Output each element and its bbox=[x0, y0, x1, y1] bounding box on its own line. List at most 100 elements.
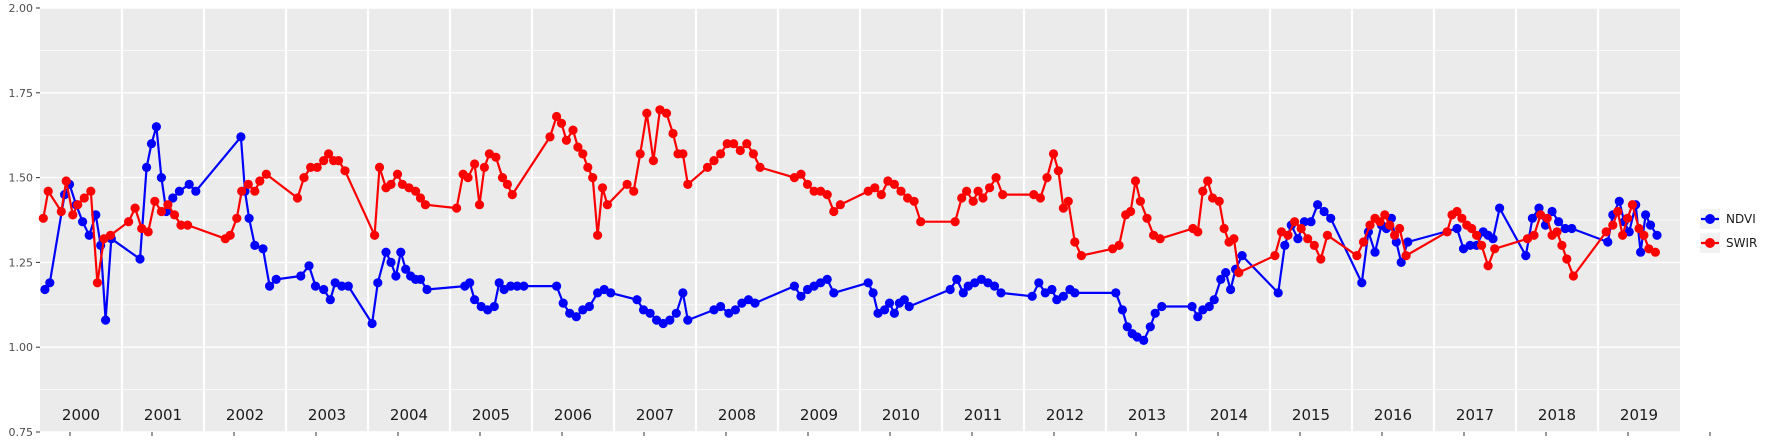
data-point-ndvi bbox=[78, 217, 88, 227]
data-point-ndvi bbox=[391, 271, 401, 281]
data-point-ndvi bbox=[506, 281, 516, 291]
year-label: 2014 bbox=[1210, 406, 1248, 424]
data-point-swir bbox=[1557, 240, 1567, 250]
data-point-swir bbox=[1442, 227, 1452, 237]
data-point-swir bbox=[583, 162, 593, 172]
data-point-ndvi bbox=[1636, 247, 1646, 257]
series-layer bbox=[38, 105, 1662, 345]
data-point-swir bbox=[237, 186, 247, 196]
data-point-swir bbox=[1322, 230, 1332, 240]
data-point-swir bbox=[1042, 173, 1052, 183]
data-point-ndvi bbox=[1403, 237, 1413, 247]
data-point-swir bbox=[742, 139, 752, 149]
data-point-ndvi bbox=[296, 271, 306, 281]
data-point-ndvi bbox=[1554, 217, 1564, 227]
y-axis: 0.75 1.00 1.25 1.50 1.75 2.00 bbox=[9, 2, 40, 439]
data-point-swir bbox=[622, 179, 632, 189]
data-point-swir bbox=[796, 169, 806, 179]
data-point-ndvi bbox=[1614, 196, 1624, 206]
year-label: 2000 bbox=[62, 406, 100, 424]
year-label: 2011 bbox=[964, 406, 1002, 424]
data-point-ndvi bbox=[1193, 312, 1203, 322]
data-point-swir bbox=[1477, 240, 1487, 250]
data-point-ndvi bbox=[401, 264, 411, 274]
data-point-ndvi bbox=[1070, 288, 1080, 298]
data-point-swir bbox=[324, 149, 334, 159]
year-label: 2007 bbox=[636, 406, 674, 424]
year-label: 2018 bbox=[1538, 406, 1576, 424]
data-point-ndvi bbox=[1547, 206, 1557, 217]
data-point-swir bbox=[232, 213, 242, 223]
data-point-swir bbox=[261, 169, 271, 179]
data-point-swir bbox=[61, 176, 71, 186]
data-point-ndvi bbox=[1139, 335, 1149, 345]
data-point-ndvi bbox=[310, 281, 321, 291]
data-point-swir bbox=[1070, 237, 1080, 247]
data-point-swir bbox=[183, 220, 193, 230]
data-point-swir bbox=[150, 196, 160, 206]
data-point-swir bbox=[92, 278, 102, 288]
data-point-ndvi bbox=[1521, 251, 1531, 261]
data-point-swir bbox=[556, 118, 567, 128]
data-point-swir bbox=[978, 193, 988, 203]
y-tick-label: 1.00 bbox=[9, 341, 34, 354]
data-point-swir bbox=[748, 149, 759, 159]
data-point-swir bbox=[1467, 223, 1477, 234]
data-point-ndvi bbox=[386, 257, 396, 267]
data-point-ndvi bbox=[319, 284, 329, 295]
data-point-swir bbox=[678, 149, 688, 159]
data-point-swir bbox=[829, 206, 839, 217]
data-point-ndvi bbox=[884, 298, 895, 308]
data-point-ndvi bbox=[1652, 230, 1662, 240]
data-point-swir bbox=[169, 210, 180, 220]
data-point-swir bbox=[386, 179, 396, 189]
year-label: 2009 bbox=[800, 406, 838, 424]
data-point-ndvi bbox=[1226, 284, 1236, 295]
data-point-swir bbox=[1142, 213, 1152, 223]
data-point-ndvi bbox=[101, 315, 111, 325]
data-point-swir bbox=[1627, 200, 1637, 210]
data-point-ndvi bbox=[84, 230, 94, 240]
data-point-ndvi bbox=[1645, 220, 1656, 230]
data-point-ndvi bbox=[1237, 251, 1247, 261]
data-point-swir bbox=[497, 173, 508, 183]
data-point-ndvi bbox=[1452, 223, 1462, 234]
year-label: 2019 bbox=[1620, 406, 1658, 424]
data-point-swir bbox=[552, 111, 562, 122]
data-point-ndvi bbox=[730, 305, 741, 315]
data-point-swir bbox=[491, 152, 501, 162]
data-point-swir bbox=[392, 169, 403, 179]
year-label: 2002 bbox=[226, 406, 264, 424]
data-point-ndvi bbox=[184, 179, 194, 189]
data-point-swir bbox=[642, 108, 652, 118]
y-tick-label: 0.75 bbox=[9, 426, 34, 439]
data-point-ndvi bbox=[304, 261, 314, 271]
data-point-swir bbox=[370, 230, 380, 240]
data-point-ndvi bbox=[381, 247, 391, 257]
data-point-ndvi bbox=[632, 295, 642, 305]
data-point-ndvi bbox=[796, 291, 806, 301]
data-point-swir bbox=[1457, 213, 1467, 223]
data-point-swir bbox=[299, 173, 309, 183]
data-point-ndvi bbox=[494, 278, 504, 288]
y-tick-label: 1.50 bbox=[9, 172, 34, 185]
data-point-swir bbox=[43, 186, 53, 196]
series-swir bbox=[38, 105, 1660, 288]
data-point-swir bbox=[870, 183, 880, 193]
data-point-swir bbox=[822, 190, 832, 200]
data-point-swir bbox=[1562, 254, 1572, 264]
data-point-swir bbox=[573, 142, 583, 152]
data-point-ndvi bbox=[678, 288, 688, 298]
data-point-swir bbox=[143, 227, 153, 237]
data-point-ndvi bbox=[1527, 213, 1537, 223]
data-point-ndvi bbox=[151, 122, 161, 132]
data-point-ndvi bbox=[258, 244, 268, 254]
data-point-swir bbox=[306, 162, 316, 172]
data-point-ndvi bbox=[146, 139, 157, 149]
data-point-swir bbox=[1035, 193, 1045, 203]
data-point-ndvi bbox=[244, 213, 254, 223]
data-point-swir bbox=[1608, 220, 1618, 230]
data-point-swir bbox=[38, 213, 48, 223]
data-point-ndvi bbox=[584, 301, 595, 312]
data-point-swir bbox=[1472, 230, 1482, 240]
